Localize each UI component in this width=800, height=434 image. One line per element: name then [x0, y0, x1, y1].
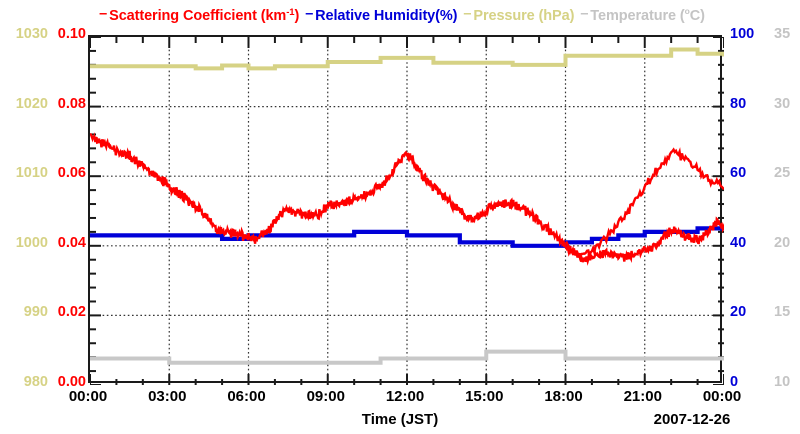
chart-legend: – Scattering Coefficient (km-1) – Relative … [0, 6, 800, 24]
x-tick-label-4: 12:00 [385, 388, 425, 405]
plot-svg [90, 37, 724, 385]
humidity-axis-tick-5: 0 [730, 374, 739, 390]
legend-dash-scattering: – [99, 6, 108, 22]
temperature-axis-tick-3: 20 [774, 234, 791, 251]
x-tick-label-3: 09:00 [306, 388, 345, 405]
legend-label-scattering-post: ) [294, 8, 300, 24]
temperature-axis-tick-5: 10 [774, 374, 791, 390]
series-relative-humidity [90, 226, 724, 248]
legend-dash-pressure: – [463, 6, 472, 22]
pressure-axis-tick-2: 1010 [15, 165, 48, 182]
legend-label-humidity: Relative Humidity(%) [315, 8, 458, 24]
legend-label-scattering-sup: -1 [286, 7, 295, 18]
x-tick-label-0: 00:00 [68, 388, 108, 405]
legend-label-temperature-post: C) [689, 8, 705, 24]
scattering-axis-tick-2: 0.06 [57, 165, 86, 182]
humidity-axis-tick-1: 80 [730, 95, 747, 112]
legend-label-scattering-pre: Scattering Coefficient (km [109, 8, 287, 24]
x-tick-label-8: 00:00 [702, 388, 742, 405]
legend-item-temperature: – Temperature (oC) [576, 6, 705, 24]
series-pressure-hpa [90, 47, 724, 71]
pressure-axis-tick-0: 1030 [15, 26, 48, 42]
scattering-axis-tick-5: 0.00 [57, 374, 86, 390]
x-tick-label-1: 03:00 [148, 388, 187, 405]
humidity-axis-tick-2: 60 [730, 165, 747, 182]
scattering-axis-tick-3: 0.04 [57, 234, 86, 251]
legend-dash-temperature: – [580, 6, 589, 22]
temperature-axis-tick-2: 25 [774, 165, 791, 182]
pressure-axis-tick-3: 1000 [15, 234, 48, 251]
scattering-axis-tick-1: 0.08 [57, 95, 86, 112]
legend-item-scattering-coefficient: – Scattering Coefficient (km-1) [95, 6, 299, 24]
temperature-axis-tick-4: 15 [774, 304, 791, 321]
legend-dash-humidity: – [305, 6, 314, 22]
legend-label-temperature-pre: Temperature ( [590, 8, 685, 24]
scattering-axis-tick-4: 0.02 [57, 304, 86, 321]
legend-label-pressure: Pressure (hPa) [473, 8, 575, 24]
x-tick-label-7: 21:00 [623, 388, 662, 405]
grid-lines [90, 37, 724, 385]
scattering-axis-tick-0: 0.10 [57, 26, 86, 42]
legend-item-relative-humidity: – Relative Humidity(%) [301, 6, 457, 24]
series-scattering-coefficient-tail [564, 147, 724, 261]
x-axis-date-label: 2007-12-26 [653, 411, 731, 428]
temperature-axis-tick-1: 30 [774, 95, 791, 112]
axis-tick-marks [90, 37, 724, 385]
x-tick-label-2: 06:00 [227, 388, 266, 405]
series-temperature-oc [90, 349, 724, 365]
temperature-axis-tick-0: 35 [774, 26, 791, 42]
degree-icon: o [684, 6, 690, 16]
legend-item-pressure: – Pressure (hPa) [459, 6, 574, 24]
humidity-axis-tick-3: 40 [730, 234, 747, 251]
x-axis-tick-labels: 00:00 03:00 06:00 09:00 12:00 15:00 18:00 21:00… [0, 389, 800, 411]
pressure-axis-tick-4: 990 [23, 304, 48, 321]
series-scattering-coefficient-km-1 [90, 132, 724, 266]
humidity-axis-tick-4: 20 [730, 304, 747, 321]
x-tick-label-5: 15:00 [465, 388, 504, 405]
plot-area [88, 35, 724, 385]
humidity-axis-tick-0: 100 [730, 26, 755, 42]
x-axis-title: Time (JST) [361, 411, 439, 428]
pressure-axis-tick-1: 1020 [15, 95, 48, 112]
x-tick-label-6: 18:00 [544, 388, 583, 405]
pressure-axis-tick-5: 980 [23, 374, 48, 390]
